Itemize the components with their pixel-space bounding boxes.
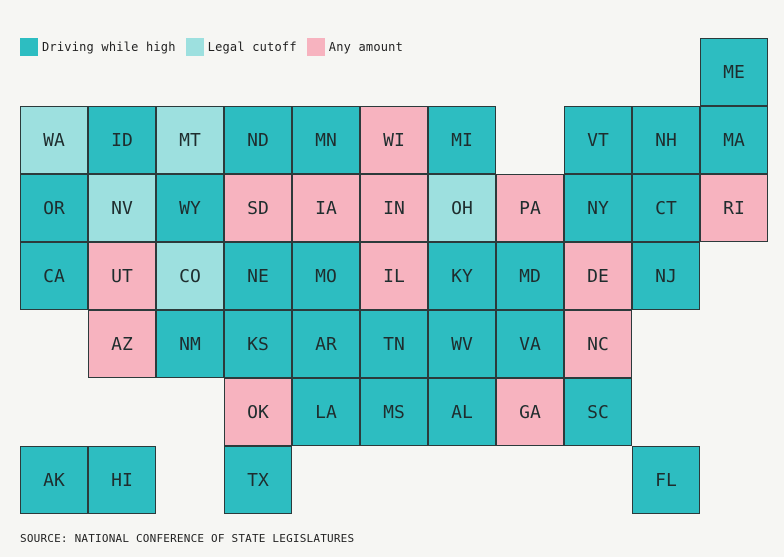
- legend-swatch-any-amount: [306, 38, 325, 56]
- state-tile-tn: TN: [360, 310, 428, 378]
- state-tile-ut: UT: [88, 242, 156, 310]
- state-tile-ri: RI: [700, 174, 768, 242]
- state-tile-fl: FL: [632, 446, 700, 514]
- legend-item-driving-while-high: Driving while high: [20, 38, 176, 56]
- state-tile-ok: OK: [224, 378, 292, 446]
- state-tile-wa: WA: [20, 106, 88, 174]
- state-tile-ky: KY: [428, 242, 496, 310]
- state-tile-co: CO: [156, 242, 224, 310]
- state-tile-md: MD: [496, 242, 564, 310]
- map-legend: Driving while high Legal cutoff Any amou…: [20, 38, 413, 56]
- legend-swatch-driving-while-high: [20, 38, 38, 56]
- legend-label-legal-cutoff: Legal cutoff: [207, 40, 297, 54]
- legend-item-any-amount: Any amount: [306, 38, 404, 56]
- state-tile-va: VA: [496, 310, 564, 378]
- state-tile-mt: MT: [156, 106, 224, 174]
- state-tile-de: DE: [564, 242, 632, 310]
- state-tile-ms: MS: [360, 378, 428, 446]
- state-tile-wy: WY: [156, 174, 224, 242]
- state-tile-nm: NM: [156, 310, 224, 378]
- legend-item-legal-cutoff: Legal cutoff: [185, 38, 297, 56]
- state-tile-ct: CT: [632, 174, 700, 242]
- state-tile-oh: OH: [428, 174, 496, 242]
- state-tile-wi: WI: [360, 106, 428, 174]
- state-tile-la: LA: [292, 378, 360, 446]
- state-tile-ak: AK: [20, 446, 88, 514]
- state-tile-me: ME: [700, 38, 768, 106]
- legend-swatch-legal-cutoff: [185, 38, 204, 56]
- state-tile-pa: PA: [496, 174, 564, 242]
- state-tile-nh: NH: [632, 106, 700, 174]
- state-tile-sd: SD: [224, 174, 292, 242]
- state-tile-hi: HI: [88, 446, 156, 514]
- state-tile-ca: CA: [20, 242, 88, 310]
- state-tile-mn: MN: [292, 106, 360, 174]
- state-tile-ks: KS: [224, 310, 292, 378]
- state-tile-ma: MA: [700, 106, 768, 174]
- state-tile-az: AZ: [88, 310, 156, 378]
- state-tile-ia: IA: [292, 174, 360, 242]
- legend-label-any-amount: Any amount: [328, 40, 404, 54]
- state-tile-al: AL: [428, 378, 496, 446]
- state-tile-tx: TX: [224, 446, 292, 514]
- state-tile-nj: NJ: [632, 242, 700, 310]
- state-tile-nd: ND: [224, 106, 292, 174]
- state-tile-id: ID: [88, 106, 156, 174]
- state-tile-ny: NY: [564, 174, 632, 242]
- state-tile-in: IN: [360, 174, 428, 242]
- state-tile-ne: NE: [224, 242, 292, 310]
- state-tile-il: IL: [360, 242, 428, 310]
- legend-label-driving-while-high: Driving while high: [42, 40, 176, 54]
- state-tile-or: OR: [20, 174, 88, 242]
- state-tile-nv: NV: [88, 174, 156, 242]
- state-tile-vt: VT: [564, 106, 632, 174]
- state-tile-wv: WV: [428, 310, 496, 378]
- source-note: SOURCE: NATIONAL CONFERENCE OF STATE LEG…: [20, 532, 355, 545]
- state-tile-ar: AR: [292, 310, 360, 378]
- state-tile-nc: NC: [564, 310, 632, 378]
- state-tile-mi: MI: [428, 106, 496, 174]
- state-tile-sc: SC: [564, 378, 632, 446]
- state-tile-ga: GA: [496, 378, 564, 446]
- state-tile-mo: MO: [292, 242, 360, 310]
